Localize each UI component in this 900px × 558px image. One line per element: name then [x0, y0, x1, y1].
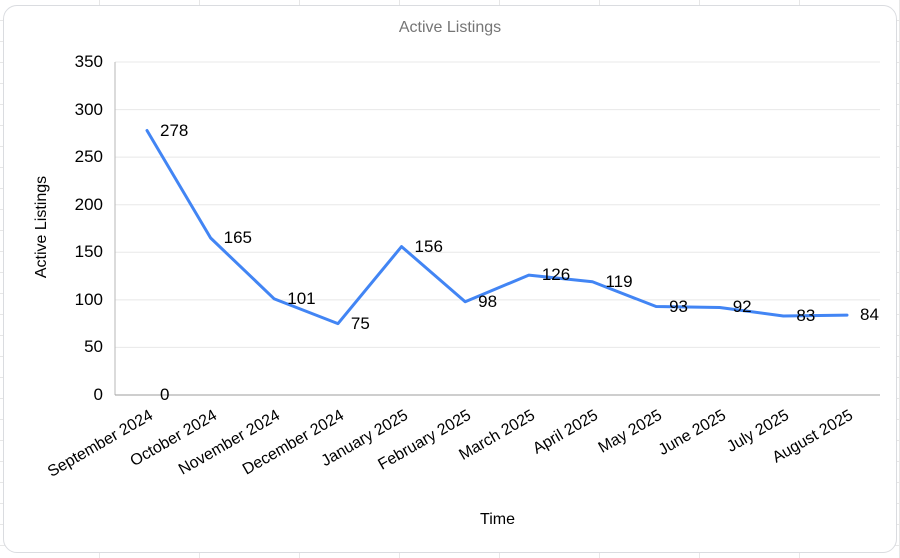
data-label: 101 [287, 288, 316, 308]
data-label: 92 [732, 297, 752, 317]
y-tick-label: 0 [93, 385, 103, 404]
y-tick-label: 50 [84, 337, 103, 357]
y-tick-label: 350 [74, 52, 103, 71]
y-tick-label: 250 [74, 147, 103, 167]
chart-title: Active Listings [398, 19, 502, 36]
data-label: 75 [350, 313, 370, 333]
data-label: 156 [414, 236, 443, 256]
data-label: 0 [160, 385, 170, 404]
y-tick-label: 200 [74, 194, 103, 214]
y-tick-label: 300 [74, 99, 103, 119]
y-tick-label: 150 [74, 242, 103, 262]
data-label: 119 [605, 271, 633, 291]
data-label: 165 [223, 228, 252, 247]
data-label: 98 [478, 291, 498, 311]
data-label: 84 [860, 305, 879, 325]
y-tick-label: 100 [74, 289, 103, 309]
data-label: 83 [796, 306, 816, 326]
x-axis-title: Time [480, 511, 515, 528]
data-label: 93 [669, 296, 688, 316]
data-label: 126 [541, 265, 571, 285]
data-label: 278 [160, 120, 189, 140]
